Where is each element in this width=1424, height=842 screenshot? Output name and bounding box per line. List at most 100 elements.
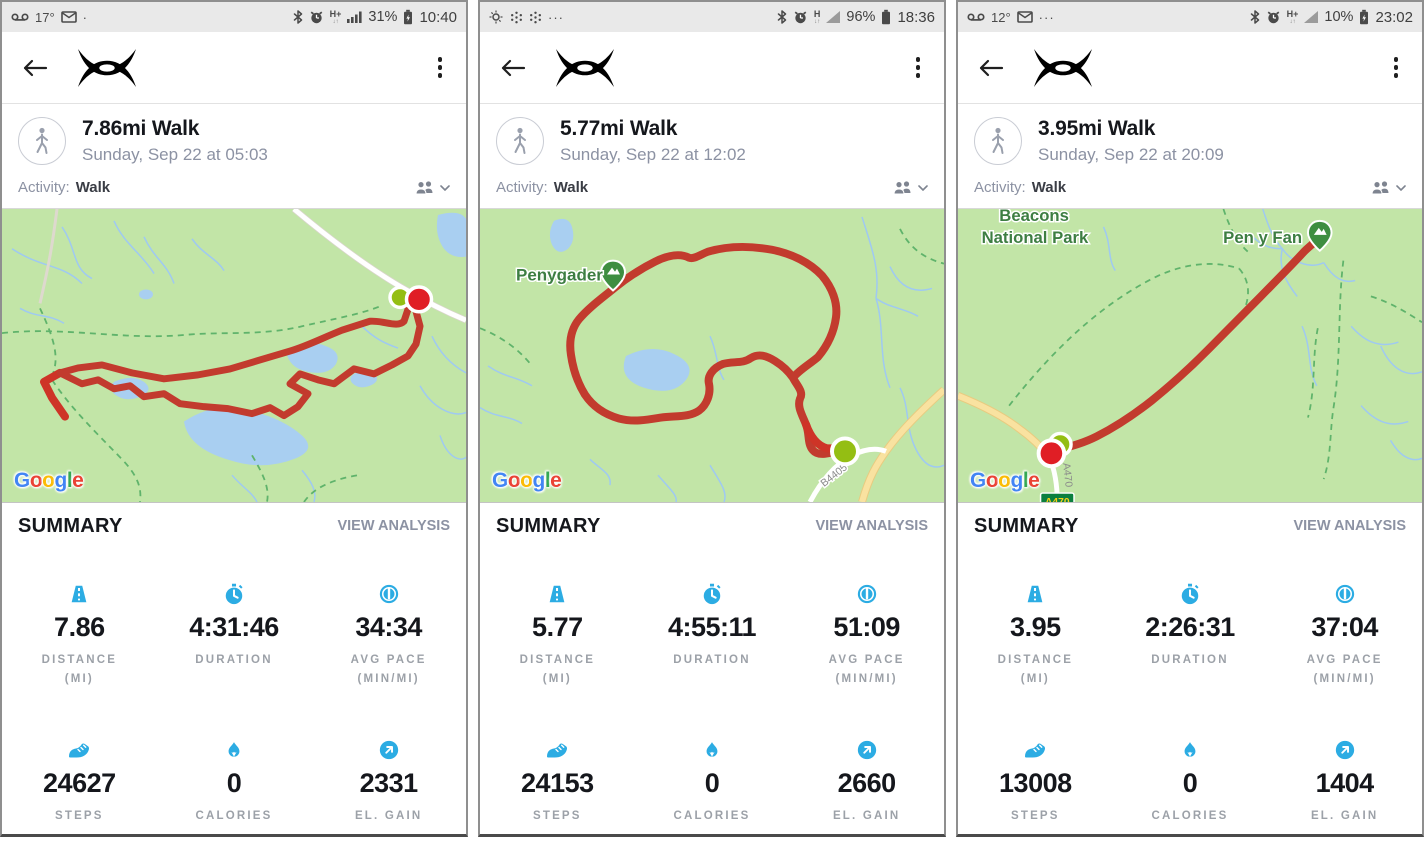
activity-type-value: Walk bbox=[553, 179, 589, 196]
shoe-icon bbox=[544, 739, 570, 761]
stat-label: CALORIES bbox=[1151, 809, 1229, 822]
view-analysis-link[interactable]: VIEW ANALYSIS bbox=[1293, 518, 1406, 534]
dot-grid-icon bbox=[529, 11, 542, 24]
route-map[interactable]: Google bbox=[2, 208, 466, 503]
status-bar: 17° · H+ ↓↑ 31% 10:40 bbox=[2, 2, 466, 32]
stat-steps: 24153 STEPS bbox=[480, 739, 635, 826]
screenshot-panel-3: 12° ··· H+ ↓↑ 10% 23:02 3.95mi Walk Sunda… bbox=[956, 0, 1424, 837]
stat-avg-pace: 34:34 AVG PACE (MIN/MI) bbox=[311, 583, 466, 689]
view-analysis-link[interactable]: VIEW ANALYSIS bbox=[337, 518, 450, 534]
elevation-arrow-icon bbox=[1334, 739, 1356, 761]
shoe-icon bbox=[1022, 739, 1048, 761]
overflow-menu-button[interactable] bbox=[434, 53, 447, 82]
alarm-icon bbox=[793, 10, 808, 24]
battery-full-icon bbox=[881, 9, 891, 25]
route-map[interactable]: A470 A470 Pen y Fan Beacons National Par… bbox=[958, 208, 1422, 503]
privacy-selector[interactable] bbox=[892, 180, 928, 196]
overflow-menu-button[interactable] bbox=[912, 53, 925, 82]
stat-label: EL. GAIN bbox=[1310, 809, 1379, 822]
signal-triangle-icon bbox=[826, 11, 841, 23]
under-armour-logo bbox=[1034, 48, 1092, 88]
stat-value: 5.77 bbox=[532, 612, 583, 642]
stat-value: 37:04 bbox=[1311, 612, 1378, 642]
elevation-arrow-icon bbox=[378, 739, 400, 761]
back-arrow-button[interactable] bbox=[22, 58, 48, 78]
route-markers bbox=[1036, 431, 1073, 469]
status-temperature: 12° bbox=[991, 9, 1011, 25]
activity-type-label: Activity: bbox=[496, 179, 548, 196]
status-extra-dots: ··· bbox=[548, 9, 564, 25]
back-arrow-button[interactable] bbox=[500, 58, 526, 78]
svg-text:A470: A470 bbox=[1045, 497, 1070, 502]
road-label: A470 bbox=[1060, 462, 1073, 488]
walker-icon bbox=[18, 117, 66, 165]
google-logo: Google bbox=[14, 469, 84, 492]
stat-distance: 7.86 DISTANCE (MI) bbox=[2, 583, 157, 689]
summary-bar: SUMMARY VIEW ANALYSIS bbox=[2, 503, 466, 549]
privacy-selector[interactable] bbox=[1370, 180, 1406, 196]
mail-icon bbox=[1016, 11, 1033, 23]
stat-label: DISTANCE (MI) bbox=[41, 654, 118, 685]
app-bar bbox=[480, 32, 944, 104]
google-logo: Google bbox=[970, 469, 1040, 492]
bluetooth-icon bbox=[777, 10, 787, 24]
place-label: Pen y Fan bbox=[1223, 228, 1302, 247]
summary-bar: SUMMARY VIEW ANALYSIS bbox=[480, 503, 944, 549]
activity-title: 3.95mi Walk bbox=[1038, 117, 1156, 140]
end-marker bbox=[404, 285, 434, 314]
map-lakes bbox=[549, 218, 690, 391]
status-extra-dots: ··· bbox=[1038, 9, 1055, 25]
stat-value: 4:31:46 bbox=[189, 612, 279, 642]
stat-calories: 0 CALORIES bbox=[157, 739, 312, 826]
status-time: 23:02 bbox=[1375, 8, 1413, 26]
stat-label: CALORIES bbox=[673, 809, 751, 822]
activity-title: 7.86mi Walk bbox=[82, 117, 200, 140]
stopwatch-icon bbox=[701, 583, 723, 605]
stat-label: CALORIES bbox=[195, 809, 273, 822]
status-time: 10:40 bbox=[419, 8, 457, 26]
privacy-selector[interactable] bbox=[414, 180, 450, 196]
summary-stats-grid: 3.95 DISTANCE (MI) 2:26:31 DURATION 37:04… bbox=[958, 549, 1422, 834]
stat-label: AVG PACE (MIN/MI) bbox=[350, 654, 427, 685]
stat-elevation-gain: 1404 EL. GAIN bbox=[1267, 739, 1422, 826]
mail-icon bbox=[60, 11, 77, 23]
stat-avg-pace: 51:09 AVG PACE (MIN/MI) bbox=[789, 583, 944, 689]
stat-value: 0 bbox=[1182, 767, 1198, 798]
stopwatch-icon bbox=[223, 583, 245, 605]
stat-label: DURATION bbox=[673, 654, 751, 666]
route-map[interactable]: B4405 Penygader Google bbox=[480, 208, 944, 503]
view-analysis-link[interactable]: VIEW ANALYSIS bbox=[815, 518, 928, 534]
activity-type-value: Walk bbox=[75, 179, 111, 196]
map-streams bbox=[1102, 209, 1422, 461]
map-yellow-road bbox=[859, 387, 944, 502]
status-bar: ··· H ↓↑ 96% 18:36 bbox=[480, 2, 944, 32]
activity-type-row: Activity: Walk bbox=[2, 167, 466, 208]
screenshot-panel-2: ··· H ↓↑ 96% 18:36 5.77mi Walk Sunday, Se… bbox=[478, 0, 946, 837]
place-label: Penygader bbox=[516, 266, 603, 285]
map-minor-road bbox=[38, 209, 59, 304]
stat-value: 3.95 bbox=[1010, 612, 1061, 642]
alarm-icon bbox=[309, 10, 324, 24]
battery-percent: 96% bbox=[846, 9, 876, 25]
overflow-menu-button[interactable] bbox=[1390, 53, 1403, 82]
voicemail-icon bbox=[11, 12, 29, 23]
activity-header: 3.95mi Walk Sunday, Sep 22 at 20:09 bbox=[958, 104, 1422, 167]
people-icon bbox=[414, 180, 436, 196]
under-armour-logo bbox=[556, 48, 614, 88]
back-arrow-button[interactable] bbox=[978, 58, 1004, 78]
stat-value: 2331 bbox=[359, 767, 419, 798]
activity-header: 5.77mi Walk Sunday, Sep 22 at 12:02 bbox=[480, 104, 944, 167]
summary-stats-grid: 7.86 DISTANCE (MI) 4:31:46 DURATION 34:34… bbox=[2, 549, 466, 834]
end-marker bbox=[1036, 438, 1067, 469]
activity-type-label: Activity: bbox=[974, 179, 1026, 196]
map-trails bbox=[1008, 209, 1422, 480]
google-logo: Google bbox=[492, 469, 562, 492]
activity-type-label: Activity: bbox=[18, 179, 70, 196]
activity-type-row: Activity: Walk bbox=[958, 167, 1422, 208]
people-icon bbox=[1370, 180, 1392, 196]
activity-type-row: Activity: Walk bbox=[480, 167, 944, 208]
stat-value: 0 bbox=[704, 767, 720, 798]
chevron-down-icon bbox=[1396, 184, 1406, 191]
status-extra-dots: · bbox=[82, 9, 89, 25]
activity-datetime: Sunday, Sep 22 at 12:02 bbox=[560, 145, 746, 164]
